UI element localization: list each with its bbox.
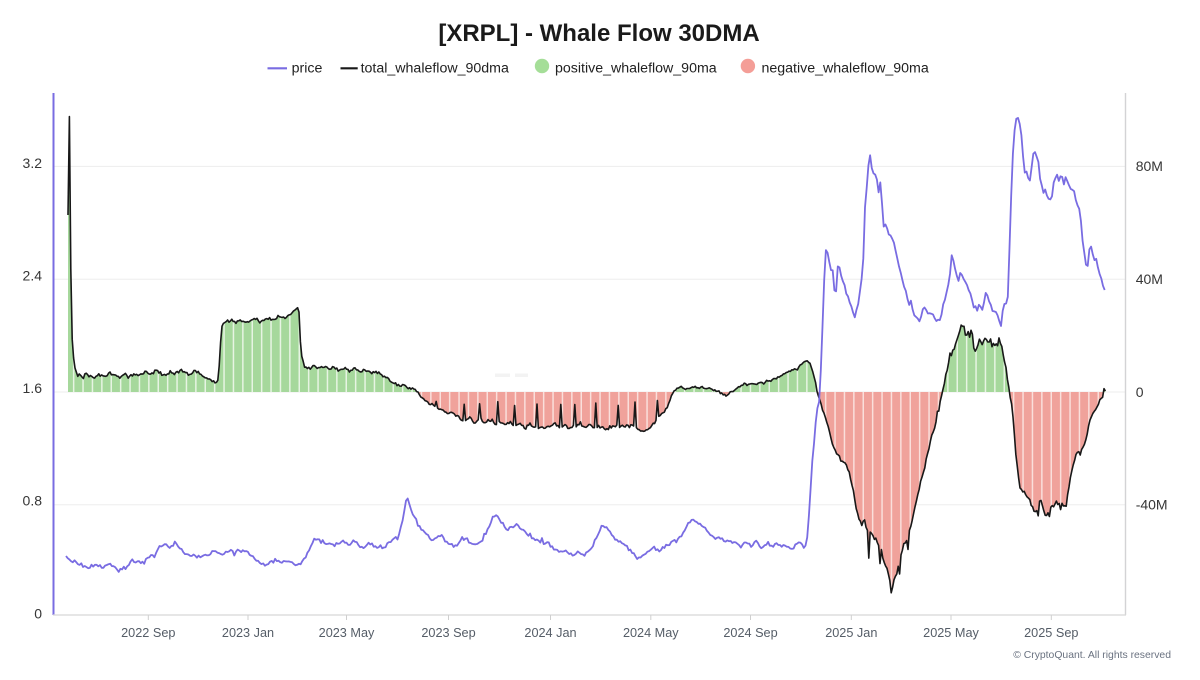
svg-text:2025 Sep: 2025 Sep (1024, 626, 1078, 640)
svg-text:0: 0 (34, 605, 42, 621)
svg-text:2022 Sep: 2022 Sep (121, 626, 175, 640)
svg-text:2025 May: 2025 May (923, 626, 979, 640)
svg-text:2023 May: 2023 May (319, 626, 375, 640)
svg-text:positive_whaleflow_90ma: positive_whaleflow_90ma (555, 60, 717, 76)
svg-text:2025 Jan: 2025 Jan (825, 626, 877, 640)
svg-text:0.8: 0.8 (23, 493, 43, 509)
svg-text:2024 May: 2024 May (623, 626, 679, 640)
svg-text:0: 0 (1136, 384, 1144, 400)
svg-text:2023 Sep: 2023 Sep (421, 626, 475, 640)
svg-text:3.2: 3.2 (23, 155, 43, 171)
svg-text:© CryptoQuant. All rights rese: © CryptoQuant. All rights reserved (1013, 650, 1171, 661)
svg-text:price: price (292, 60, 323, 76)
svg-text:negative_whaleflow_90ma: negative_whaleflow_90ma (762, 60, 929, 76)
svg-text:2024 Jan: 2024 Jan (524, 626, 576, 640)
svg-text:2023 Jan: 2023 Jan (222, 626, 274, 640)
svg-text:80M: 80M (1136, 158, 1163, 174)
svg-text:1.6: 1.6 (23, 380, 43, 396)
svg-text:[XRPL] - Whale Flow 30DMA: [XRPL] - Whale Flow 30DMA (438, 20, 759, 47)
svg-text:2024 Sep: 2024 Sep (723, 626, 777, 640)
svg-text:-40M: -40M (1136, 497, 1168, 513)
svg-text:40M: 40M (1136, 271, 1163, 287)
svg-text:2.4: 2.4 (23, 268, 43, 284)
svg-text:total_whaleflow_90dma: total_whaleflow_90dma (361, 60, 509, 76)
